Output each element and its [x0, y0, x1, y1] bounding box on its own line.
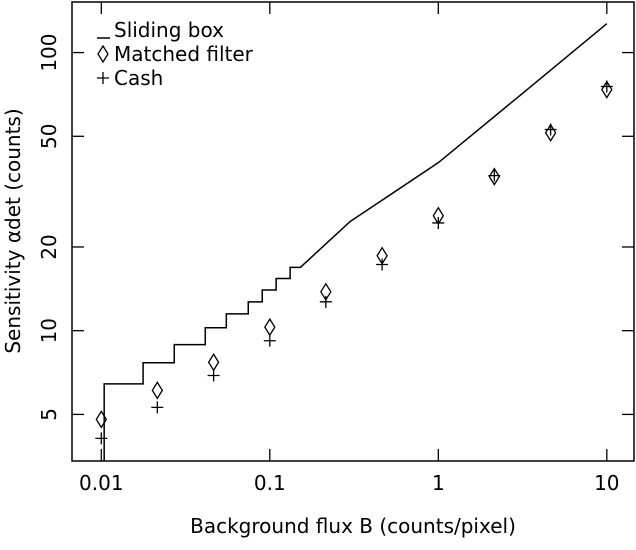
plus-marker	[95, 432, 108, 445]
x-tick-label: 10	[594, 471, 619, 495]
plus-marker	[97, 72, 109, 84]
legend-label: Cash	[114, 66, 163, 90]
y-tick-label: 10	[37, 318, 61, 343]
diamond-marker	[95, 410, 108, 429]
x-axis-label: Background flux B (counts/pixel)	[190, 514, 516, 538]
legend-label: Sliding box	[114, 18, 224, 42]
diamond-marker	[488, 167, 501, 186]
line-series	[103, 23, 608, 461]
plus-marker	[376, 258, 389, 271]
plus-marker	[488, 169, 501, 182]
x-tick-label: 0.01	[79, 471, 124, 495]
diamond-marker	[264, 317, 276, 337]
plus-marker	[207, 369, 220, 382]
x-tick-label: 0.1	[254, 471, 286, 495]
x-tick-label: 1	[432, 471, 445, 495]
plus-marker	[432, 216, 445, 229]
plus-marker	[151, 401, 164, 414]
plus-marker	[600, 80, 613, 93]
y-tick-label: 5	[37, 408, 61, 421]
y-tick-label: 20	[37, 234, 61, 259]
diamond-marker	[97, 44, 109, 64]
plus-marker	[263, 334, 276, 347]
legend-label: Matched filter	[114, 42, 254, 66]
plus-marker	[544, 123, 557, 136]
diamond-marker	[207, 353, 220, 372]
plus-marker	[319, 295, 332, 308]
y-tick-label: 50	[37, 124, 61, 149]
y-tick-label: 100	[37, 33, 61, 71]
y-axis-label: Sensitivity αdet (counts)	[1, 108, 25, 353]
diamond-marker	[151, 381, 164, 400]
plot-frame	[71, 1, 635, 462]
